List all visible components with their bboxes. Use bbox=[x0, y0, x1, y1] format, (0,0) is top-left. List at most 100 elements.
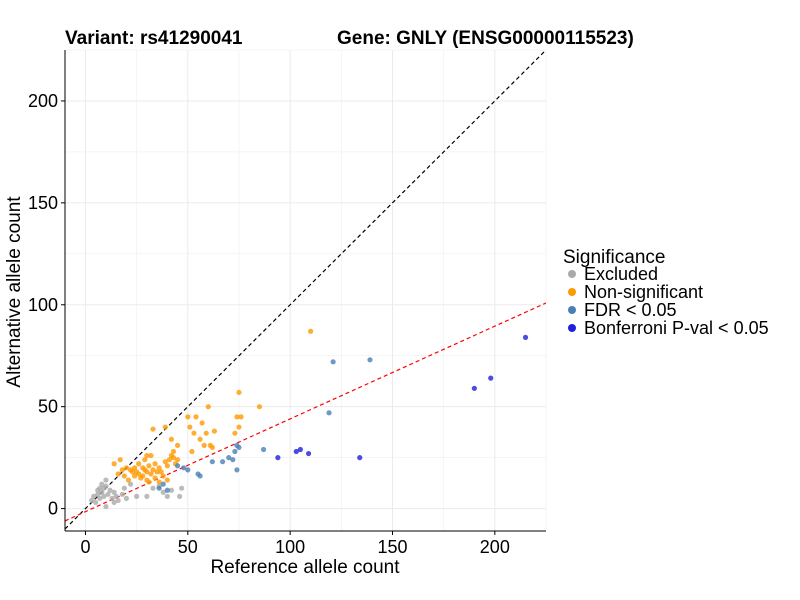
point-excluded bbox=[134, 493, 140, 499]
point-non-significant bbox=[256, 404, 263, 410]
point-excluded bbox=[107, 487, 113, 493]
point-excluded bbox=[115, 497, 121, 504]
legend-title: Significance bbox=[563, 247, 665, 268]
point-excluded bbox=[99, 481, 105, 487]
legend-swatch bbox=[568, 324, 576, 332]
point-excluded bbox=[91, 493, 97, 499]
point-non-significant bbox=[146, 479, 152, 485]
point-bonferroni-p-val-0-05 bbox=[297, 446, 303, 453]
point-fdr-0-05 bbox=[174, 463, 181, 469]
point-non-significant bbox=[131, 465, 138, 471]
point-non-significant bbox=[205, 404, 211, 410]
point-non-significant bbox=[197, 436, 203, 442]
point-non-significant bbox=[170, 448, 177, 455]
point-fdr-0-05 bbox=[234, 467, 240, 473]
x-tick-label: 200 bbox=[480, 537, 510, 557]
point-excluded bbox=[93, 499, 99, 506]
point-bonferroni-p-val-0-05 bbox=[305, 450, 312, 457]
point-excluded bbox=[113, 493, 119, 499]
legend-swatch bbox=[568, 306, 576, 314]
point-non-significant bbox=[160, 473, 166, 479]
point-excluded bbox=[160, 489, 166, 495]
point-non-significant bbox=[166, 457, 172, 463]
point-fdr-0-05 bbox=[164, 487, 170, 493]
point-non-significant bbox=[162, 424, 168, 430]
point-non-significant bbox=[150, 426, 156, 432]
y-tick-label: 0 bbox=[48, 499, 58, 519]
x-tick-label: 0 bbox=[80, 537, 90, 557]
reference-line-fit bbox=[65, 302, 546, 522]
point-excluded bbox=[97, 495, 103, 501]
point-non-significant bbox=[148, 471, 154, 477]
point-non-significant bbox=[148, 452, 154, 459]
point-non-significant bbox=[152, 461, 158, 467]
point-non-significant bbox=[140, 473, 146, 479]
point-non-significant bbox=[123, 465, 130, 471]
point-non-significant bbox=[236, 424, 242, 430]
point-excluded bbox=[103, 483, 109, 489]
point-non-significant bbox=[238, 414, 244, 420]
point-excluded bbox=[101, 493, 107, 499]
point-fdr-0-05 bbox=[367, 357, 373, 363]
point-bonferroni-p-val-0-05 bbox=[471, 385, 477, 391]
point-excluded bbox=[119, 491, 125, 497]
point-non-significant bbox=[136, 471, 142, 477]
point-non-significant bbox=[209, 444, 215, 451]
point-fdr-0-05 bbox=[197, 473, 203, 479]
point-fdr-0-05 bbox=[232, 448, 238, 455]
point-non-significant bbox=[170, 455, 177, 461]
point-non-significant bbox=[236, 389, 242, 396]
point-non-significant bbox=[154, 469, 160, 475]
point-non-significant bbox=[150, 467, 156, 473]
point-excluded bbox=[164, 493, 170, 499]
point-non-significant bbox=[232, 430, 238, 436]
legend-label: Excluded bbox=[584, 264, 658, 284]
point-fdr-0-05 bbox=[181, 465, 187, 471]
point-non-significant bbox=[174, 442, 181, 448]
y-tick-label: 200 bbox=[28, 91, 58, 111]
point-fdr-0-05 bbox=[160, 481, 166, 487]
point-excluded bbox=[105, 491, 111, 497]
y-tick-label: 150 bbox=[28, 193, 58, 213]
point-non-significant bbox=[189, 448, 195, 455]
point-non-significant bbox=[164, 477, 170, 483]
chart-title-variant: Variant: rs41290041 bbox=[65, 28, 243, 49]
point-non-significant bbox=[131, 473, 138, 479]
point-fdr-0-05 bbox=[209, 459, 215, 465]
point-fdr-0-05 bbox=[230, 457, 236, 463]
point-non-significant bbox=[111, 461, 117, 467]
point-non-significant bbox=[144, 452, 150, 459]
point-non-significant bbox=[193, 414, 199, 420]
point-fdr-0-05 bbox=[236, 444, 242, 451]
point-non-significant bbox=[125, 477, 132, 483]
point-non-significant bbox=[187, 424, 193, 430]
point-non-significant bbox=[158, 469, 164, 475]
point-non-significant bbox=[156, 465, 162, 471]
point-fdr-0-05 bbox=[156, 485, 162, 491]
point-bonferroni-p-val-0-05 bbox=[488, 375, 494, 381]
points-layer bbox=[89, 328, 529, 510]
x-tick-label: 100 bbox=[275, 537, 305, 557]
point-excluded bbox=[109, 495, 115, 501]
point-bonferroni-p-val-0-05 bbox=[357, 455, 363, 461]
point-non-significant bbox=[185, 414, 191, 420]
point-non-significant bbox=[162, 459, 168, 465]
point-excluded bbox=[103, 477, 109, 483]
point-non-significant bbox=[115, 471, 121, 477]
point-non-significant bbox=[211, 428, 218, 434]
point-excluded bbox=[111, 499, 117, 506]
x-tick-label: 150 bbox=[377, 537, 407, 557]
point-excluded bbox=[177, 493, 183, 499]
point-excluded bbox=[179, 485, 185, 491]
point-bonferroni-p-val-0-05 bbox=[522, 334, 529, 340]
y-axis-label: Alternative allele count bbox=[4, 196, 25, 388]
point-excluded bbox=[89, 497, 95, 504]
point-non-significant bbox=[129, 469, 136, 475]
point-fdr-0-05 bbox=[226, 455, 232, 461]
point-fdr-0-05 bbox=[260, 446, 267, 453]
point-fdr-0-05 bbox=[220, 459, 226, 465]
point-fdr-0-05 bbox=[330, 359, 336, 365]
legend: Significance ExcludedNon-significantFDR … bbox=[563, 247, 769, 338]
point-non-significant bbox=[136, 461, 142, 467]
